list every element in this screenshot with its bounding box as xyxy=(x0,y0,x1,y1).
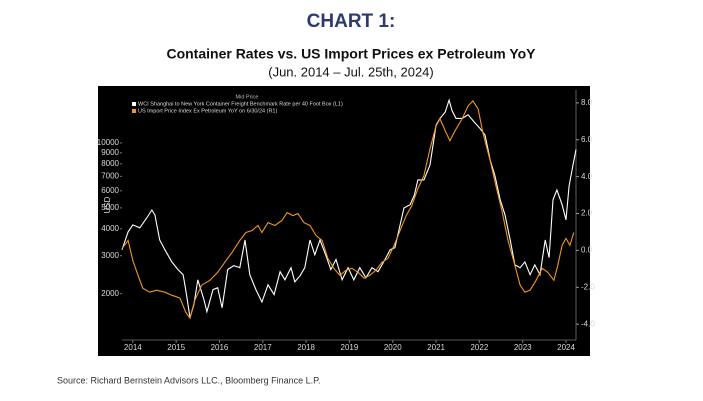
plot-background xyxy=(98,86,590,356)
y-tick-label: 5000 xyxy=(101,203,119,212)
legend-swatch xyxy=(132,102,136,106)
series-line xyxy=(121,98,577,318)
x-tick-label: 2021 xyxy=(427,343,445,352)
y2-tick-label: 4.0 xyxy=(581,172,593,181)
x-tick-label: 2020 xyxy=(384,343,402,352)
x-tick-label: 2014 xyxy=(124,343,142,352)
y-tick-label: 4000 xyxy=(101,224,119,233)
y-tick-label: 7000 xyxy=(101,171,119,180)
legend-label: WCI Shanghai to New York Container Freig… xyxy=(138,101,343,107)
x-tick-label: 2018 xyxy=(297,343,315,352)
date-range: (Jun. 2014 – Jul. 25th, 2024) xyxy=(268,64,434,79)
legend-title: Mid Price xyxy=(236,94,259,100)
y-tick-label: 6000 xyxy=(101,186,119,195)
x-tick-label: 2024 xyxy=(557,343,575,352)
x-tick-label: 2023 xyxy=(514,343,532,352)
legend-label: US Import Price Index Ex Petroleum YoY o… xyxy=(138,108,277,114)
chart-title: CHART 1: xyxy=(307,11,396,32)
y2-tick-label: 6.0 xyxy=(581,135,593,144)
chart-subtitle: Container Rates vs. US Import Prices ex … xyxy=(166,46,536,62)
y-tick-label: 9000 xyxy=(101,148,119,157)
series-line xyxy=(121,100,575,320)
y2-tick-label: -2.0 xyxy=(581,282,595,291)
y2-tick-label: 0.0 xyxy=(581,246,593,255)
y-tick-label: 10000 xyxy=(97,138,120,147)
x-tick-label: 2016 xyxy=(211,343,229,352)
y2-tick-label: -4.0 xyxy=(581,319,595,328)
source-note: Source: Richard Bernstein Advisors LLC.,… xyxy=(57,375,320,385)
x-tick-label: 2022 xyxy=(470,343,488,352)
x-tick-label: 2015 xyxy=(167,343,185,352)
y-tick-label: 8000 xyxy=(101,159,119,168)
y2-tick-label: 8.0 xyxy=(581,98,593,107)
x-tick-label: 2019 xyxy=(341,343,359,352)
y-axis-label: USD xyxy=(103,196,112,213)
x-tick-label: 2017 xyxy=(254,343,272,352)
y2-tick-label: 2.0 xyxy=(581,209,593,218)
y-tick-label: 2000 xyxy=(101,289,119,298)
y-tick-label: 3000 xyxy=(101,251,119,260)
legend-swatch xyxy=(132,109,136,113)
